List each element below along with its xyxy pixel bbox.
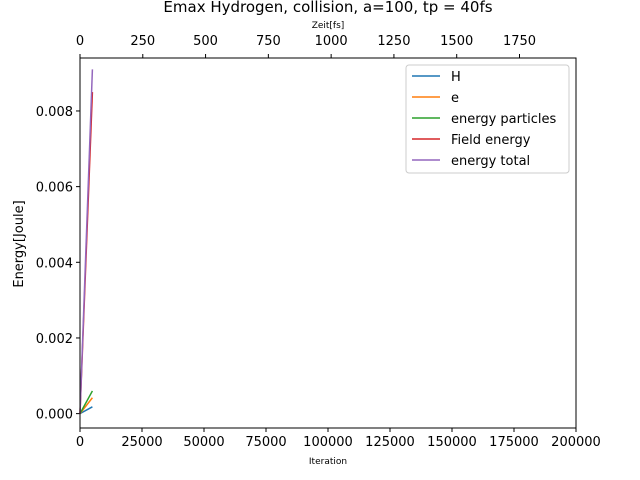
top-tick-label: 0 — [76, 34, 84, 49]
y-tick-label: 0.002 — [36, 332, 73, 347]
ticks-layer: 0 25000 50000 75000 100000 125000 150000 175000… — [36, 34, 601, 450]
x-tick-label: 50000 — [183, 435, 224, 450]
y-tick-label: 0.008 — [36, 105, 73, 120]
y-tick-label: 0.006 — [36, 181, 73, 196]
legend-label: energy total — [451, 154, 530, 169]
x-tick-label: 25000 — [121, 435, 162, 450]
x-tick-label: 75000 — [245, 435, 286, 450]
x-tick-label: 125000 — [365, 435, 415, 450]
legend-label: H — [451, 70, 461, 85]
x-tick-label: 200000 — [551, 435, 601, 450]
top-tick-label: 1750 — [503, 34, 536, 49]
legend-label: e — [451, 91, 459, 106]
series-line-h — [79, 406, 93, 415]
y-tick-label: 0.004 — [36, 256, 73, 271]
top-axis-label: Zeit[fs] — [312, 21, 345, 31]
series-layer — [79, 69, 94, 415]
top-tick-label: 1500 — [440, 34, 473, 49]
legend-label: Field energy — [451, 133, 531, 148]
x-tick-label: 100000 — [303, 435, 353, 450]
top-tick-label: 1250 — [377, 34, 410, 49]
x-tick-label: 175000 — [489, 435, 539, 450]
series-line-energy-particles — [79, 390, 94, 414]
top-tick-label: 500 — [193, 34, 218, 49]
y-axis-label: Energy[Joule] — [12, 200, 27, 287]
x-axis-label: Iteration — [309, 457, 347, 467]
x-tick-label: 0 — [76, 435, 84, 450]
y-tick-label: 0.000 — [36, 408, 73, 423]
series-line-energy-total — [79, 69, 94, 414]
top-tick-label: 1000 — [315, 34, 348, 49]
plot-frame — [79, 57, 577, 429]
legend: He energy particles Field energy energy tot… — [405, 64, 570, 174]
legend-label: energy particles — [451, 112, 556, 127]
x-tick-label: 150000 — [427, 435, 477, 450]
chart-title: Emax Hydrogen, collision, a=100, tp = 40… — [163, 0, 492, 16]
top-tick-label: 750 — [256, 34, 281, 49]
legend-box — [405, 64, 570, 174]
top-tick-label: 250 — [130, 34, 155, 49]
